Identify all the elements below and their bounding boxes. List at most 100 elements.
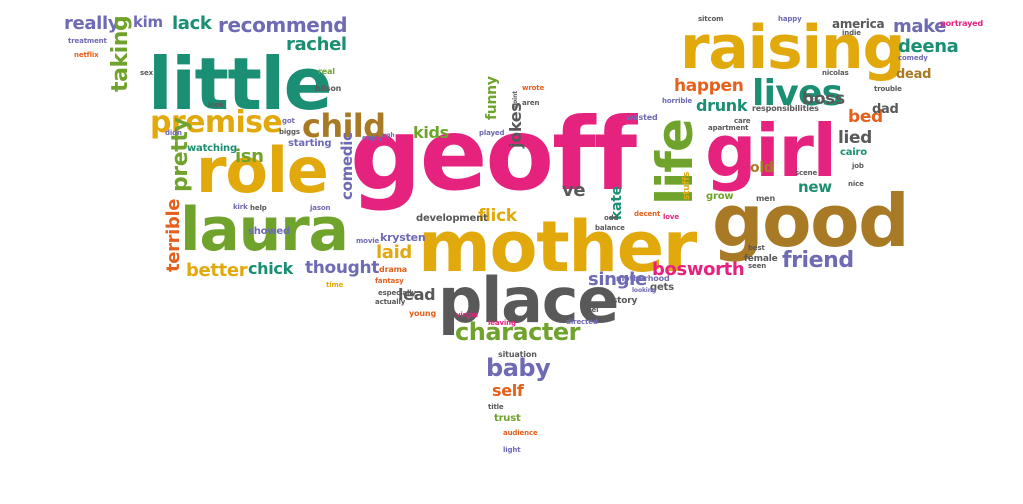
word-ugh: ugh — [382, 132, 395, 139]
word-showed: showed — [248, 226, 290, 237]
word-real: real — [318, 67, 335, 76]
word-bosworth: bosworth — [652, 259, 745, 280]
word-movie: movie — [356, 237, 380, 245]
word-make: make — [893, 16, 947, 37]
word-lead: lead — [398, 285, 436, 304]
word-stuffs: stuffs — [682, 171, 692, 200]
word-help: help — [250, 204, 267, 212]
word-apartment: apartment — [708, 124, 749, 132]
word-netflix: netflix — [74, 51, 99, 59]
word-child: child — [302, 107, 386, 145]
word-female: female — [744, 254, 778, 264]
word-geoff: geoff — [350, 96, 637, 213]
word-little: little — [148, 42, 333, 126]
word-portrayed: portrayed — [940, 19, 984, 28]
word-decent: decent — [634, 210, 661, 218]
word-bilson: bilson — [315, 84, 342, 93]
word-best: best — [748, 244, 765, 252]
word-lives: lives — [752, 73, 843, 114]
word-directed: directed — [566, 318, 598, 326]
word-trouble: trouble — [874, 85, 902, 93]
word-dead: dead — [896, 67, 932, 82]
word-thought: thought — [305, 258, 380, 278]
word-indie: indie — [842, 29, 861, 37]
word-played: played — [479, 129, 505, 137]
word-watching: watching — [187, 143, 237, 154]
word-life: life — [646, 119, 704, 205]
word-self: self — [492, 381, 524, 400]
word-comedy: comedy — [898, 54, 928, 62]
word-especially: especially — [378, 289, 416, 297]
word-job: job — [852, 162, 864, 170]
word-lied: lied — [838, 128, 872, 148]
word-bed: bed — [848, 107, 883, 127]
word-mother: mother — [418, 206, 697, 288]
word-drunk: drunk — [696, 96, 748, 115]
word-development: development — [416, 213, 488, 224]
word-chick: chick — [248, 259, 293, 278]
word-feel: feel — [584, 306, 599, 314]
word-light: light — [503, 446, 521, 454]
word-didn: didn — [165, 129, 182, 137]
word-good: good — [712, 179, 910, 263]
word-got: got — [282, 117, 295, 125]
word-love: love — [663, 213, 679, 221]
word-men: men — [756, 194, 775, 203]
word-young: young — [409, 309, 437, 318]
word-comedic: comedic — [338, 132, 356, 200]
word-fantasy: fantasy — [375, 277, 404, 285]
word-deena: deena — [898, 36, 959, 57]
word-grow: grow — [706, 191, 734, 202]
word-aren: aren — [522, 99, 540, 107]
word-old: old — [750, 160, 774, 176]
word-balance: balance — [595, 224, 625, 232]
word-place: place — [438, 264, 619, 337]
word-kirk: kirk — [233, 203, 248, 211]
word-motherhood: motherhood — [616, 274, 670, 283]
word-horrible: horrible — [662, 97, 693, 105]
word-scene: scene — [795, 169, 818, 177]
word-wrote: wrote — [522, 84, 545, 92]
word-audience: audience — [503, 429, 538, 437]
word-girl: girl — [705, 109, 837, 193]
word-friend: friend — [782, 248, 854, 273]
word-biggs: biggs — [279, 128, 300, 136]
word-enjoy: enjoy — [362, 134, 383, 142]
word-happy: happy — [778, 15, 802, 23]
word-virgin: virgin — [456, 311, 478, 319]
word-seen: seen — [748, 262, 767, 270]
word-america: america — [832, 17, 885, 31]
word-happen: happen — [674, 76, 744, 96]
word-starting: starting — [288, 138, 332, 149]
word-actually: actually — [375, 298, 406, 306]
word-isn: isn — [235, 146, 264, 167]
word-looking: looking — [632, 287, 657, 294]
word-really: really — [64, 13, 120, 34]
word-treatment: treatment — [68, 37, 107, 45]
word-time: time — [326, 281, 344, 289]
word-wasted: wasted — [626, 113, 658, 122]
word-care: care — [734, 117, 751, 125]
word-jason: jason — [310, 204, 331, 212]
word-situation: situation — [498, 350, 537, 359]
word-boss: boss — [802, 89, 845, 109]
word-character: character — [455, 318, 581, 346]
word-better: better — [186, 260, 248, 281]
word-terrible: terrible — [163, 198, 184, 272]
word-title: title — [488, 403, 504, 411]
word-krysten: krysten — [380, 231, 426, 244]
word-look: look — [208, 101, 225, 109]
word-dad: dad — [872, 102, 899, 117]
word-jokes: jokes — [506, 102, 525, 148]
word-kim: kim — [133, 13, 163, 31]
word-ve: ve — [562, 180, 586, 201]
word-baby: baby — [486, 354, 551, 382]
word-flick: flick — [478, 206, 517, 226]
word-role: role — [196, 134, 329, 207]
word-responsibilities: responsibilities — [752, 104, 819, 113]
word-funny: funny — [484, 76, 500, 120]
word-sitcom: sitcom — [698, 15, 724, 23]
word-gets: gets — [650, 282, 674, 293]
word-trust: trust — [494, 413, 521, 424]
word-rachel: rachel — [286, 34, 347, 55]
